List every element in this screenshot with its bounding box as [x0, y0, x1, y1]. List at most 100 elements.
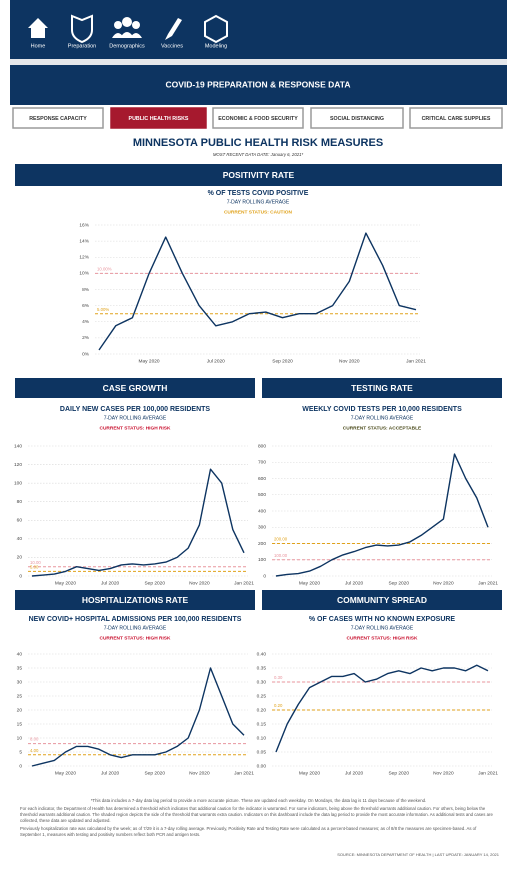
threshold-label: 4.00 [30, 748, 39, 753]
y-tick-label: 25 [17, 693, 23, 699]
x-tick-label: May 2020 [139, 358, 160, 364]
home-icon[interactable] [28, 18, 48, 38]
chart-title: % OF TESTS COVID POSITIVE [208, 190, 309, 197]
demographics-icon[interactable] [114, 21, 122, 29]
y-tick-label: 8% [82, 287, 90, 293]
status: CURRENT STATUS: HIGH RISK [100, 425, 172, 431]
threshold-label: 10.00 [30, 560, 41, 565]
y-tick-label: 0.05 [257, 749, 267, 755]
section-title: HOSPITALIZATIONS RATE [82, 595, 189, 605]
threshold-label: 200.00 [274, 537, 288, 542]
y-tick-label: 5 [19, 749, 22, 755]
x-tick-label: Nov 2020 [189, 580, 210, 586]
y-tick-label: 140 [14, 443, 22, 449]
data-date: MOST RECENT DATA DATE: January 6, 2021* [213, 152, 304, 157]
section-bar [15, 590, 255, 610]
y-tick-label: 14% [79, 238, 89, 244]
y-tick-label: 0.00 [257, 763, 267, 769]
data-line [31, 468, 245, 577]
chart-subtitle: 7-DAY ROLLING AVERAGE [227, 199, 290, 205]
section-bar [15, 164, 502, 186]
threshold-label: 0.30 [274, 675, 283, 680]
footnote: For each indicator, the Department of He… [20, 806, 493, 823]
chart-subtitle: 7-DAY ROLLING AVERAGE [104, 415, 167, 421]
section-bar [262, 590, 502, 610]
threshold-label: 10.00% [97, 267, 112, 272]
y-tick-label: 20 [17, 555, 23, 561]
data-line [98, 232, 417, 351]
y-tick-label: 200 [258, 541, 266, 547]
footnote: Previously hospitalization rate was calc… [20, 826, 477, 837]
nav-label[interactable]: Modeling [205, 43, 227, 49]
status: CURRENT STATUS: HIGH RISK [347, 635, 419, 641]
y-tick-label: 2% [82, 335, 90, 341]
nav-label[interactable]: Home [31, 43, 46, 49]
y-tick-label: 0 [19, 573, 22, 579]
y-tick-label: 0.25 [257, 693, 267, 699]
tab-label[interactable]: ECONOMIC & FOOD SECURITY [218, 116, 298, 122]
separator [10, 59, 507, 65]
nav-label[interactable]: Preparation [68, 43, 96, 49]
tab[interactable] [409, 107, 503, 129]
demographics-icon[interactable] [132, 21, 140, 29]
demographics-icon[interactable] [112, 32, 142, 38]
x-tick-label: Jul 2020 [101, 580, 119, 586]
tab-label[interactable]: SOCIAL DISTANCING [330, 116, 384, 122]
threshold-label: 0.20 [274, 703, 283, 708]
y-tick-label: 120 [14, 462, 22, 468]
banner [10, 65, 507, 105]
tab[interactable] [212, 107, 304, 129]
y-tick-label: 15 [17, 721, 23, 727]
section-bar [262, 378, 502, 398]
y-tick-label: 0.35 [257, 665, 267, 671]
tab-label[interactable]: RESPONSE CAPACITY [29, 116, 87, 122]
x-tick-label: Jan 2021 [234, 580, 254, 586]
y-tick-label: 60 [17, 518, 23, 524]
tab[interactable] [12, 107, 104, 129]
y-tick-label: 10% [79, 271, 89, 277]
status: CURRENT STATUS: HIGH RISK [100, 635, 172, 641]
section-title: POSITIVITY RATE [223, 170, 295, 180]
x-tick-label: Jul 2020 [101, 770, 119, 776]
chart-subtitle: 7-DAY ROLLING AVERAGE [104, 625, 167, 631]
section-bar [15, 378, 255, 398]
x-tick-label: May 2020 [55, 770, 76, 776]
section-title: COMMUNITY SPREAD [337, 595, 427, 605]
x-tick-label: Nov 2020 [433, 770, 454, 776]
modeling-icon[interactable] [204, 14, 228, 44]
status: CURRENT STATUS: CAUTION [224, 209, 293, 215]
chart-title: % OF CASES WITH NO KNOWN EXPOSURE [309, 616, 456, 623]
demographics-icon[interactable] [122, 17, 132, 27]
y-tick-label: 0.10 [257, 735, 267, 741]
vaccines-icon[interactable] [165, 18, 182, 40]
y-tick-label: 800 [258, 443, 266, 449]
x-tick-label: Sep 2020 [388, 580, 409, 586]
chart-title: WEEKLY COVID TESTS PER 10,000 RESIDENTS [302, 406, 462, 413]
y-tick-label: 20 [17, 707, 23, 713]
data-line [275, 453, 489, 577]
preparation-icon[interactable] [71, 14, 93, 44]
y-tick-label: 300 [258, 525, 266, 531]
nav-label[interactable]: Demographics [109, 43, 145, 49]
y-tick-label: 12% [79, 255, 89, 261]
tab-label[interactable]: PUBLIC HEALTH RISKS [129, 116, 189, 122]
x-tick-label: Sep 2020 [272, 358, 293, 364]
y-tick-label: 0.30 [257, 679, 267, 685]
tab[interactable] [110, 107, 207, 129]
x-tick-label: Sep 2020 [388, 770, 409, 776]
threshold-label: 5.00% [97, 307, 109, 312]
y-tick-label: 0.20 [257, 707, 267, 713]
tab[interactable] [310, 107, 404, 129]
y-tick-label: 0 [19, 763, 22, 769]
chart: POSITIVITY RATE % OF TESTS COVID POSITIVE… [15, 164, 502, 364]
nav-label[interactable]: Vaccines [161, 43, 183, 49]
nav-icons [28, 14, 228, 44]
x-tick-label: May 2020 [55, 580, 76, 586]
y-tick-label: 0% [82, 351, 90, 357]
threshold-label: 100.00 [274, 553, 288, 558]
y-tick-label: 600 [258, 476, 266, 482]
x-tick-label: Sep 2020 [144, 770, 165, 776]
footnotes: *This data includes a 7-day data lag per… [20, 798, 497, 840]
tab-label[interactable]: CRITICAL CARE SUPPLIES [422, 116, 491, 122]
